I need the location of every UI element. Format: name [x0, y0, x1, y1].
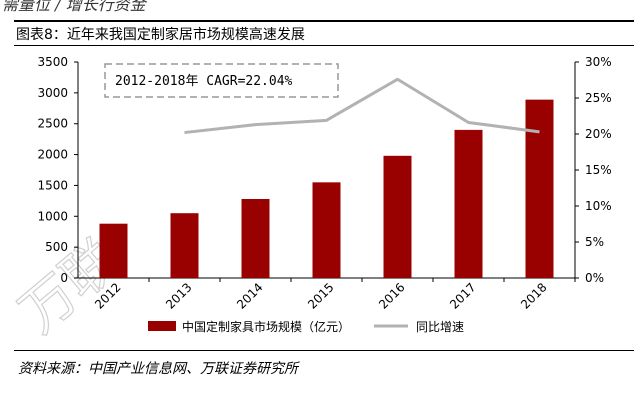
bar	[170, 213, 199, 278]
legend-line-label: 同比增速	[416, 320, 464, 334]
bar	[312, 182, 341, 278]
top-rule	[14, 20, 634, 22]
figure-title: 图表8：近年来我国定制家居市场规模高速发展	[16, 27, 305, 43]
x-tick-label: 2018	[518, 280, 549, 311]
bar	[241, 199, 270, 278]
y-left-tick-label: 500	[45, 240, 68, 254]
y-left-tick-label: 2500	[37, 117, 68, 131]
y-left-tick-label: 2000	[37, 148, 68, 162]
y-right-tick-label: 25%	[585, 91, 612, 105]
y-right-tick-label: 15%	[585, 163, 612, 177]
y-right-tick-label: 30%	[585, 55, 612, 69]
x-tick-label: 2017	[447, 280, 478, 311]
title-rule	[14, 45, 634, 46]
bar	[383, 155, 412, 278]
y-left-tick-label: 3500	[37, 55, 68, 69]
y-right-tick-label: 0%	[585, 271, 604, 285]
y-left-tick-label: 1000	[37, 209, 68, 223]
source-note: 资料来源：中国产业信息网、万联证券研究所	[18, 361, 298, 377]
y-right-tick-label: 20%	[585, 127, 612, 141]
x-tick-label: 2016	[376, 280, 407, 311]
annotation: 2012-2018年 CAGR=22.04%	[104, 63, 339, 98]
x-tick-label: 2015	[305, 280, 336, 311]
annotation-text: 2012-2018年 CAGR=22.04%	[115, 74, 293, 89]
annotation-box	[104, 63, 339, 98]
x-tick-label: 2013	[163, 280, 194, 311]
y-left-tick-label: 0	[60, 271, 68, 285]
bar	[454, 129, 483, 278]
legend-bar-swatch	[148, 321, 176, 331]
bottom-rule	[14, 350, 634, 351]
growth-line	[184, 77, 540, 135]
legend: 中国定制家具市场规模（亿元） 同比增速	[148, 319, 464, 334]
y-right-tick-label: 10%	[585, 199, 612, 213]
legend-bar-label: 中国定制家具市场规模（亿元）	[182, 319, 350, 334]
plot-area: 0 500 1000 1500 2000 2500 3000 3500 0% 5% 10% 15% 20…	[37, 55, 611, 312]
y-left-tick-label: 3000	[37, 86, 68, 100]
y-left-tick-label: 1500	[37, 178, 68, 192]
y-right-tick-label: 5%	[585, 235, 604, 249]
x-tick-label: 2014	[234, 280, 265, 311]
bar	[99, 223, 128, 278]
bar	[525, 99, 554, 278]
